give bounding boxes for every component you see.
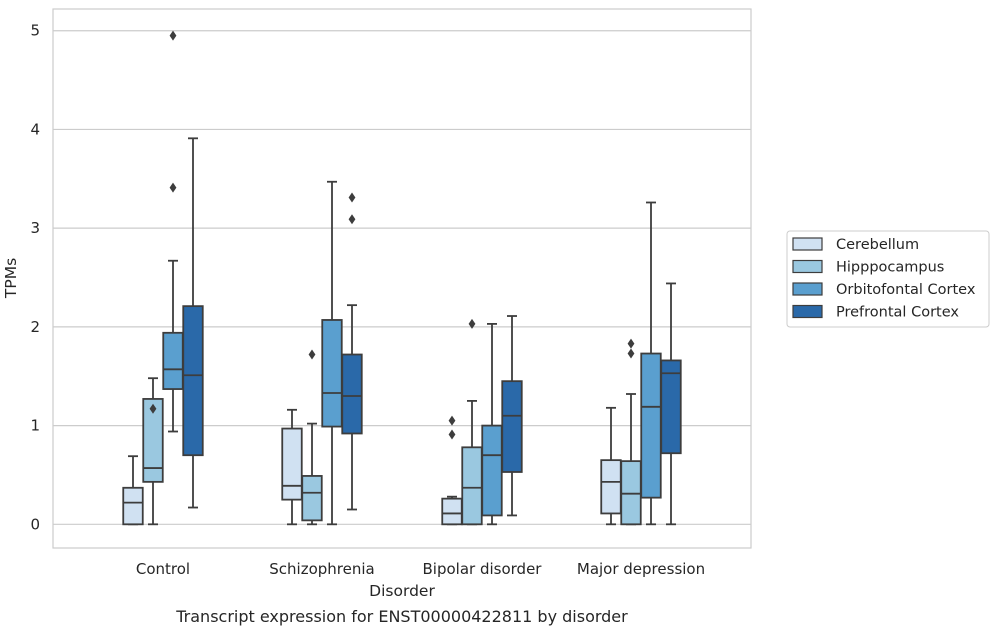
y-tick-label-2: 2 bbox=[30, 318, 40, 336]
iqr-box bbox=[621, 461, 641, 524]
y-tick-label-1: 1 bbox=[30, 417, 40, 435]
iqr-box bbox=[123, 488, 143, 525]
x-tick-label-3: Bipolar disorder bbox=[423, 560, 543, 578]
legend-swatch-1 bbox=[793, 238, 822, 250]
legend-label-2: Hipppocampus bbox=[836, 260, 944, 276]
x-tick-label-2: Schizophrenia bbox=[269, 560, 374, 578]
iqr-box bbox=[302, 476, 322, 520]
iqr-box bbox=[462, 447, 482, 524]
x-axis-title: Disorder bbox=[369, 582, 435, 600]
y-tick-label-3: 3 bbox=[30, 219, 40, 237]
y-tick-labels: 0 1 2 3 4 5 bbox=[30, 22, 40, 534]
iqr-box bbox=[641, 354, 661, 498]
legend-label-3: Orbitofontal Cortex bbox=[836, 282, 976, 298]
iqr-box bbox=[163, 333, 183, 389]
box-plot-chart: 0 1 2 3 4 5 Control Schizophrenia Bipolar disor… bbox=[0, 0, 999, 634]
iqr-box bbox=[661, 360, 681, 453]
iqr-box bbox=[442, 499, 462, 525]
y-axis-title: TPMs bbox=[2, 258, 20, 299]
iqr-box bbox=[601, 460, 621, 513]
iqr-box bbox=[322, 320, 342, 427]
x-tick-label-1: Control bbox=[136, 560, 190, 578]
legend-swatch-2 bbox=[793, 261, 822, 273]
y-tick-label-5: 5 bbox=[30, 22, 40, 40]
iqr-box bbox=[282, 429, 302, 500]
iqr-box bbox=[482, 426, 502, 516]
x-tick-labels: Control Schizophrenia Bipolar disorder Majo… bbox=[136, 560, 705, 578]
legend-label-4: Prefrontal Cortex bbox=[836, 305, 959, 321]
iqr-box bbox=[342, 355, 362, 434]
chart-caption: Transcript expression for ENST0000042281… bbox=[175, 607, 628, 626]
iqr-box bbox=[502, 381, 522, 472]
legend-swatch-3 bbox=[793, 283, 822, 295]
legend-label-1: Cerebellum bbox=[836, 237, 919, 253]
legend: Cerebellum Hipppocampus Orbitofontal Corte… bbox=[787, 231, 989, 327]
iqr-box bbox=[183, 306, 203, 455]
y-tick-label-4: 4 bbox=[30, 120, 40, 138]
x-tick-label-4: Major depression bbox=[577, 560, 705, 578]
y-tick-label-0: 0 bbox=[30, 515, 40, 533]
legend-swatch-4 bbox=[793, 306, 822, 318]
